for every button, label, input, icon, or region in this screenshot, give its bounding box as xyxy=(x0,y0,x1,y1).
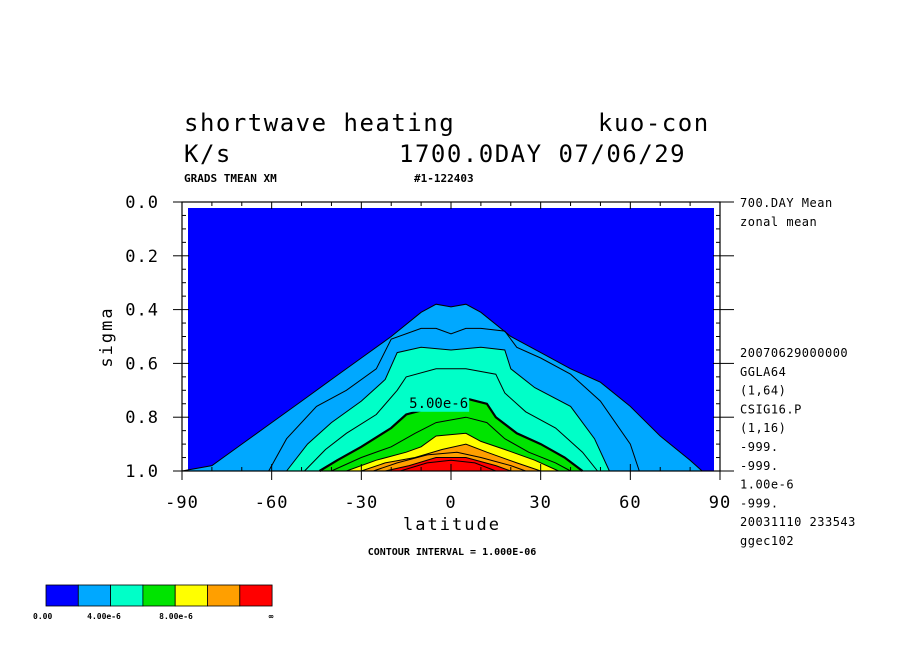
side-line: 1.00e-6 xyxy=(740,478,794,492)
x-tick-label: -30 xyxy=(344,493,378,513)
y-tick-label: 0.0 xyxy=(125,193,159,213)
side-line: ggec102 xyxy=(740,534,794,548)
x-tick-label: 0 xyxy=(445,493,456,513)
chart-title-right: kuo-con xyxy=(598,109,710,137)
colorbar-swatch xyxy=(45,584,79,607)
side-line: zonal mean xyxy=(740,215,817,229)
y-tick-label: 1.0 xyxy=(125,462,159,482)
side-line: -999. xyxy=(740,496,779,510)
time-label: 1700.0DAY 07/06/29 xyxy=(399,140,686,168)
colorbar: 0.00 4.00e-6 8.00e-6 ∞ xyxy=(33,584,274,621)
colorbar-label: 4.00e-6 xyxy=(87,612,121,621)
colorbar-label: 0.00 xyxy=(33,612,52,621)
colorbar-swatch xyxy=(110,584,144,607)
contour-line xyxy=(400,459,496,472)
x-tick-label: 30 xyxy=(529,493,551,513)
colorbar-swatch xyxy=(174,584,208,607)
colorbar-swatch xyxy=(142,584,176,607)
side-info-top: 700.DAY Mean zonal mean xyxy=(740,196,833,229)
side-info-bottom: 20070629000000 GGLA64 (1,64) CSIG16.P (1,16)… xyxy=(740,346,856,548)
side-line: -999. xyxy=(740,440,779,454)
y-tick-label: 0.2 xyxy=(125,247,159,267)
y-tick-label: 0.8 xyxy=(125,408,159,428)
colorbar-label: ∞ xyxy=(269,612,274,621)
contour-line xyxy=(346,432,559,472)
contour-line xyxy=(331,416,571,472)
colorbar-swatch xyxy=(207,584,241,607)
colorbar-swatch xyxy=(77,584,112,607)
x-tick-label: 60 xyxy=(619,493,641,513)
contour-line xyxy=(268,327,640,472)
x-tick-label: -90 xyxy=(165,493,199,513)
colorbar-swatch xyxy=(239,584,273,607)
colorbar-label: 8.00e-6 xyxy=(159,612,193,621)
units-label: K/s xyxy=(184,140,232,168)
contour-line-label: 5.00e-6 xyxy=(409,396,468,412)
x-tick-label: -60 xyxy=(255,493,289,513)
y-tick-label: 0.4 xyxy=(125,301,159,321)
y-axis-label: sigma xyxy=(97,306,117,367)
grads-label: GRADS TMEAN XM xyxy=(184,172,277,185)
x-axis-label: latitude xyxy=(403,515,501,535)
contour-interval-label: CONTOUR INTERVAL = 1.000E-06 xyxy=(368,547,537,558)
contour-label-background xyxy=(408,395,470,412)
side-line: 700.DAY Mean xyxy=(740,196,833,210)
contour-line xyxy=(286,346,610,472)
side-line: GGLA64 xyxy=(740,365,786,379)
side-line: 20031110 233543 xyxy=(740,515,856,529)
contour-line xyxy=(181,303,703,472)
side-line: CSIG16.P xyxy=(740,402,802,416)
x-tick-label: 90 xyxy=(709,493,731,513)
side-line: 20070629000000 xyxy=(740,346,848,360)
chart-title: shortwave heating xyxy=(184,109,455,137)
y-tick-label: 0.6 xyxy=(125,354,159,374)
contour-line xyxy=(361,443,541,472)
side-line: (1,16) xyxy=(740,421,786,435)
contour-line xyxy=(304,368,598,472)
side-line: (1,64) xyxy=(740,384,786,398)
plot-area: 5.00e-6 -90 -60 -30 0 30 60 90 0.0 0.2 0.4 0.6 0.8 1.… xyxy=(125,193,734,513)
contour-line xyxy=(373,451,526,472)
contour-line xyxy=(385,457,511,472)
run-id-label: #1-122403 xyxy=(414,172,474,185)
side-line: -999. xyxy=(740,459,779,473)
